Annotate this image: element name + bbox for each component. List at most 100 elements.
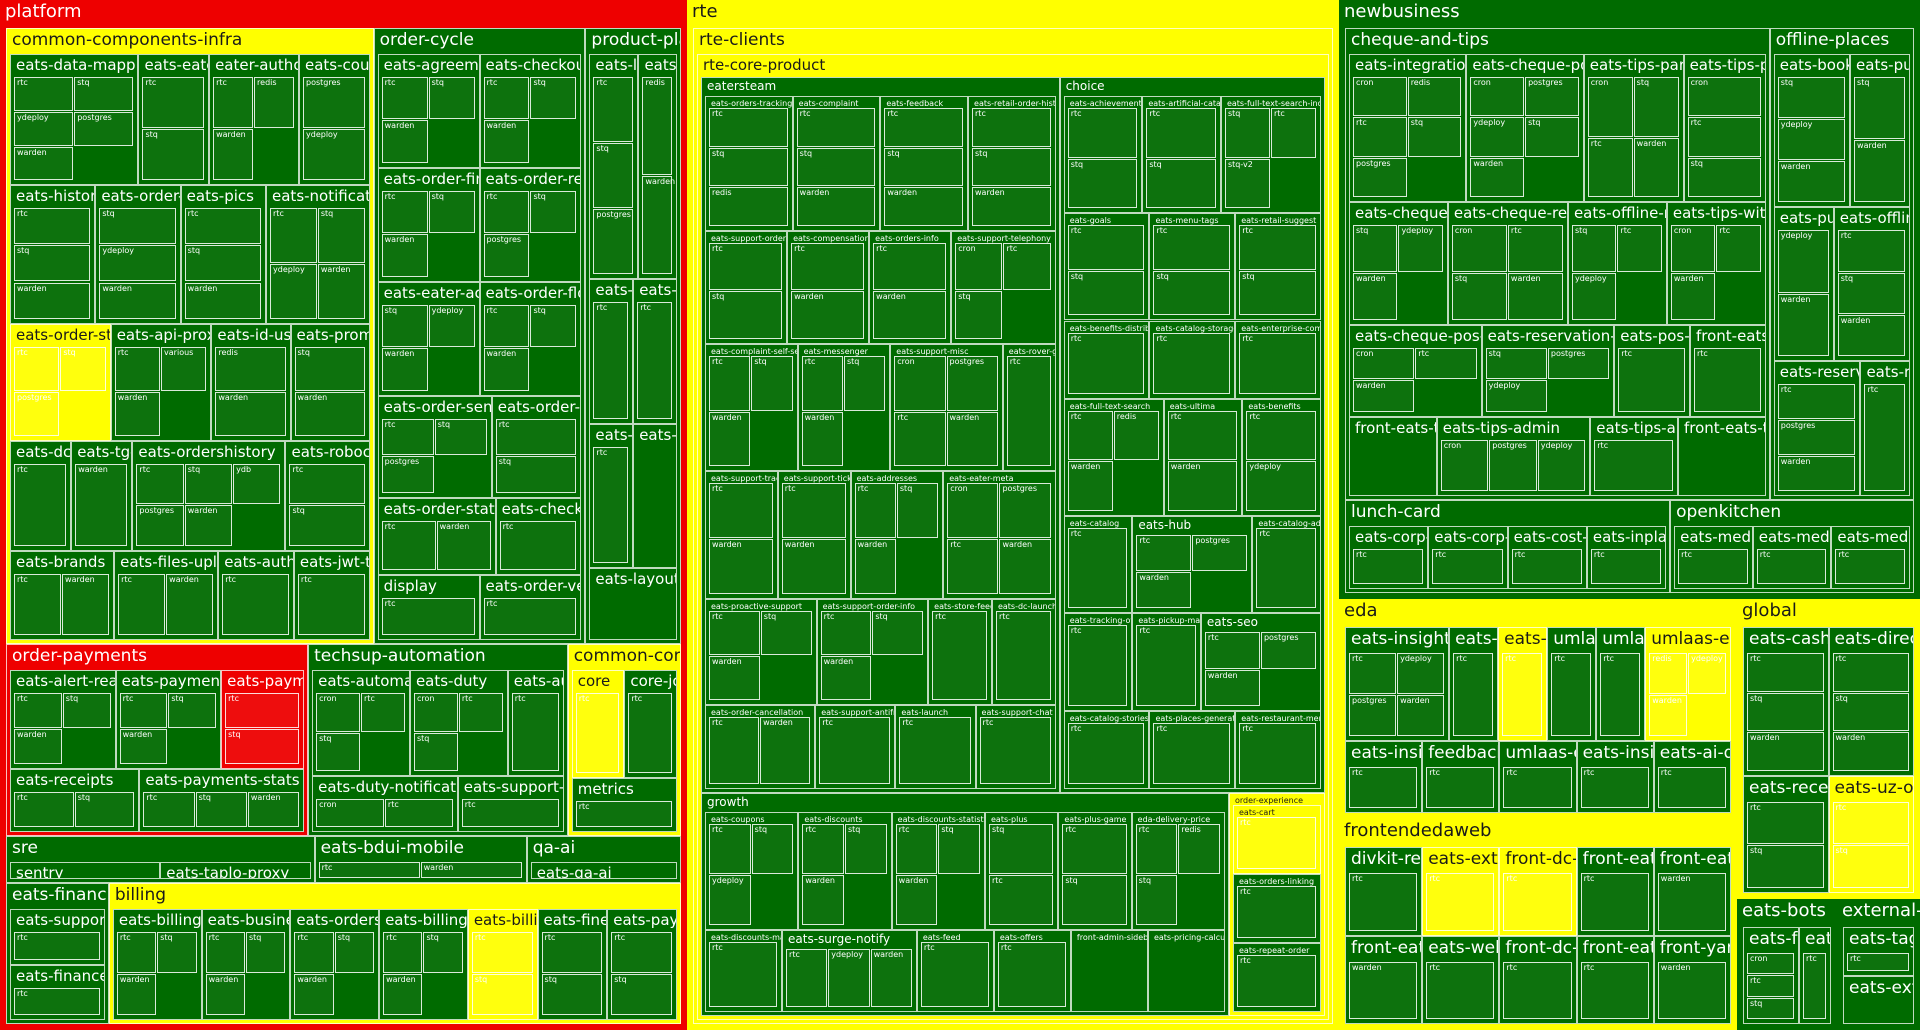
leaf-rtc[interactable]: rtc xyxy=(1256,527,1316,609)
leaf-rtc[interactable]: rtc xyxy=(920,942,989,1007)
leaf-rtc[interactable]: rtc xyxy=(461,799,559,828)
leaf-redis[interactable]: redis xyxy=(1178,824,1220,875)
leaf-warden[interactable]: warden xyxy=(215,391,286,436)
leaf-stq[interactable]: stq xyxy=(1525,117,1579,157)
leaf-rtc[interactable]: rtc xyxy=(1511,548,1582,584)
leaf-stq[interactable]: stq xyxy=(1224,108,1270,158)
leaf-postgres[interactable]: postgres xyxy=(1260,632,1316,669)
leaf-rtc[interactable]: rtc xyxy=(361,693,405,732)
leaf-stq[interactable]: stq xyxy=(1837,272,1905,314)
leaf-stq[interactable]: stq xyxy=(14,245,91,282)
leaf-postgres[interactable]: postgres xyxy=(1489,439,1537,491)
leaf-rtc[interactable]: rtc xyxy=(1239,225,1316,270)
leaf-stq[interactable]: stq xyxy=(530,190,577,234)
leaf-rtc[interactable]: rtc xyxy=(1067,625,1128,706)
leaf-rtc[interactable]: rtc xyxy=(1349,873,1418,931)
group-eats-discounts[interactable]: eats-discounts xyxy=(798,812,892,931)
leaf-rtc[interactable]: rtc xyxy=(114,346,161,391)
leaf-warden[interactable]: warden xyxy=(1204,669,1260,706)
leaf-rtc[interactable]: rtc xyxy=(709,610,760,655)
leaf-stq[interactable]: stq xyxy=(896,483,939,539)
leaf-rtc[interactable]: rtc xyxy=(1136,534,1192,572)
leaf-rtc[interactable]: rtc xyxy=(802,824,844,875)
leaf-rtc[interactable]: rtc xyxy=(1453,653,1494,736)
leaf-rtc[interactable]: rtc xyxy=(136,463,184,505)
leaf-warden[interactable]: warden xyxy=(1657,961,1726,1019)
leaf-rtc[interactable]: rtc xyxy=(294,932,334,974)
leaf-cron[interactable]: cron xyxy=(1670,225,1716,272)
leaf-postgres[interactable]: postgres xyxy=(74,111,134,146)
leaf-rtc[interactable]: rtc xyxy=(1832,653,1909,692)
leaf-warden[interactable]: warden xyxy=(294,391,365,436)
group-eats-qa-ai[interactable]: eats-qa-ai xyxy=(530,862,677,880)
leaf-stq[interactable]: stq xyxy=(294,346,365,391)
leaf-stq[interactable]: stq xyxy=(423,932,463,974)
leaf-redis[interactable]: redis xyxy=(1649,653,1688,694)
leaf-rtc[interactable]: rtc xyxy=(1551,653,1592,736)
leaf-cron[interactable]: cron xyxy=(1353,77,1407,117)
leaf-rtc[interactable]: rtc xyxy=(1246,410,1316,461)
leaf-warden[interactable]: warden xyxy=(381,348,428,391)
leaf-rtc[interactable]: rtc xyxy=(1580,961,1649,1019)
leaf-rtc[interactable]: rtc xyxy=(381,77,428,120)
leaf-rtc[interactable]: rtc xyxy=(142,77,205,129)
leaf-rtc[interactable]: rtc xyxy=(593,77,634,143)
leaf-rtc[interactable]: rtc xyxy=(289,463,365,505)
leaf-cron[interactable]: cron xyxy=(413,693,458,732)
leaf-cron[interactable]: cron xyxy=(1687,77,1761,117)
leaf-warden[interactable]: warden xyxy=(420,862,522,879)
leaf-rtc[interactable]: rtc xyxy=(1067,225,1145,270)
group-eats-external-proxy[interactable]: eats-external-proxy xyxy=(1843,975,1914,1024)
leaf-rtc[interactable]: rtc xyxy=(1503,961,1572,1019)
leaf-ydeploy[interactable]: ydeploy xyxy=(14,111,74,146)
leaf-stq[interactable]: stq xyxy=(955,291,1003,339)
leaf-rtc[interactable]: rtc xyxy=(1426,766,1495,808)
group-eats-ultima[interactable]: eats-ultima xyxy=(1163,398,1243,516)
leaf-warden[interactable]: warden xyxy=(1397,694,1445,736)
group-eats-addresses[interactable]: eats-addresses xyxy=(850,471,944,599)
leaf-rtc[interactable]: rtc xyxy=(471,932,533,974)
leaf-stq[interactable]: stq xyxy=(184,463,233,505)
leaf-stq[interactable]: stq xyxy=(1153,270,1231,316)
leaf-rtc[interactable]: rtc xyxy=(1678,548,1748,584)
leaf-stq[interactable]: stq xyxy=(334,932,375,974)
leaf-rtc[interactable]: rtc xyxy=(1067,410,1113,461)
leaf-warden[interactable]: warden xyxy=(1777,161,1846,203)
leaf-rtc[interactable]: rtc xyxy=(1747,653,1824,692)
leaf-rtc[interactable]: rtc xyxy=(593,446,629,563)
leaf-postgres[interactable]: postgres xyxy=(381,456,434,493)
leaf-rtc[interactable]: rtc xyxy=(1135,824,1178,875)
leaf-various[interactable]: various xyxy=(161,346,207,391)
leaf-stq[interactable]: stq xyxy=(74,77,134,111)
leaf-stq[interactable]: stq xyxy=(1062,875,1127,926)
leaf-rtc[interactable]: rtc xyxy=(796,108,876,147)
leaf-stq[interactable]: stq xyxy=(1747,997,1794,1019)
group-front-eats-tips-admin[interactable]: front-eats-tips-admin xyxy=(1349,416,1437,496)
leaf-warden[interactable]: warden xyxy=(1349,961,1418,1019)
leaf-rtc[interactable]: rtc xyxy=(1167,410,1238,461)
leaf-rtc[interactable]: rtc xyxy=(1353,548,1424,584)
leaf-rtc[interactable]: rtc xyxy=(894,411,946,467)
leaf-rtc[interactable]: rtc xyxy=(14,693,62,728)
leaf-rtc[interactable]: rtc xyxy=(709,108,788,147)
leaf-rtc[interactable]: rtc xyxy=(1067,108,1138,158)
leaf-rtc[interactable]: rtc xyxy=(1067,527,1128,609)
leaf-rtc[interactable]: rtc xyxy=(1426,961,1495,1019)
leaf-cron[interactable]: cron xyxy=(947,483,999,539)
group-eats-orders-info[interactable]: eats-orders-info xyxy=(869,230,952,344)
leaf-postgres[interactable]: postgres xyxy=(1192,534,1248,572)
leaf-warden[interactable]: warden xyxy=(14,728,62,764)
leaf-ydeploy[interactable]: ydeploy xyxy=(1777,119,1846,161)
leaf-stq[interactable]: stq xyxy=(709,291,783,339)
leaf-rtc[interactable]: rtc xyxy=(1353,117,1407,157)
leaf-warden[interactable]: warden xyxy=(247,791,300,828)
group-eats-enterprise-communications[interactable]: eats-enterprise-communications xyxy=(1235,320,1321,399)
leaf-warden[interactable]: warden xyxy=(642,176,675,275)
leaf-rtc[interactable]: rtc xyxy=(1832,801,1909,845)
leaf-stq[interactable]: stq xyxy=(1239,270,1316,316)
leaf-postgres[interactable]: postgres xyxy=(999,483,1051,539)
leaf-stq[interactable]: stq xyxy=(428,77,475,120)
leaf-rtc[interactable]: rtc xyxy=(1693,348,1761,412)
leaf-rtc[interactable]: rtc xyxy=(1747,975,1794,997)
leaf-stq[interactable]: stq xyxy=(1146,158,1216,209)
